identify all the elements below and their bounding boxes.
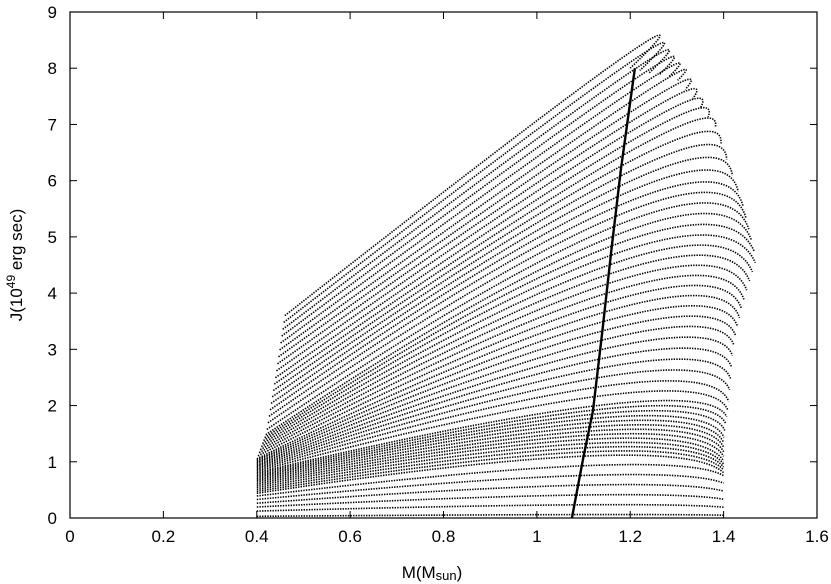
sequence-curve	[277, 87, 698, 365]
x-axis-title: M(Msun)	[402, 563, 463, 583]
y-axis-title-main: J(10	[7, 288, 26, 321]
x-tick-label: 0.8	[432, 527, 456, 546]
sequence-curve	[256, 493, 724, 508]
sequence-curve	[268, 181, 744, 417]
sequence-curve	[256, 347, 733, 467]
sequence-curve	[275, 97, 704, 372]
y-axis-title-rest: erg sec)	[7, 209, 26, 275]
y-tick-label: 5	[48, 228, 57, 247]
y-tick-label: 8	[48, 59, 57, 78]
x-tick-label: 1.2	[618, 527, 642, 546]
sequence-curve	[256, 483, 724, 504]
sequence-curve	[265, 212, 753, 436]
sequence-curve	[284, 34, 661, 317]
sequence-curve	[256, 325, 735, 464]
y-tick-label: 7	[48, 115, 57, 134]
sequence-curve	[273, 117, 717, 385]
sequence-curve	[256, 369, 731, 469]
y-tick-label: 6	[48, 172, 57, 191]
series-line	[570, 68, 637, 519]
x-axis-title-close: )	[457, 563, 463, 582]
x-tick-label: 1.6	[805, 527, 829, 546]
sequence-curve	[270, 156, 734, 405]
x-tick-label: 1.4	[712, 527, 736, 546]
sequence-curve	[256, 404, 727, 475]
x-axis-title-main: M(M	[402, 563, 436, 582]
y-axis-title-sup: 49	[4, 275, 18, 289]
sequence-curve	[269, 169, 739, 411]
sequence-curve	[280, 62, 681, 344]
y-tick-label: 0	[48, 509, 57, 528]
sequence-curve	[256, 513, 724, 518]
curve-family	[256, 34, 757, 518]
y-tick-label: 3	[48, 340, 57, 359]
y-tick-labels: 0 1 2 3 4 5 6 7 8 9	[48, 3, 57, 528]
sequence-curve	[256, 315, 737, 463]
sequence-curve	[256, 428, 725, 483]
x-tick-label: 0.6	[338, 527, 362, 546]
y-tick-label: 2	[48, 397, 57, 416]
sequence-curve	[256, 432, 725, 485]
y-tick-label: 4	[48, 284, 57, 303]
sequence-curve	[272, 130, 722, 392]
sequence-curve	[266, 202, 750, 431]
y-axis-title: J(1049 erg sec)	[4, 209, 26, 322]
sequence-curve	[256, 336, 734, 465]
series-path	[570, 68, 637, 519]
sequence-curve	[256, 414, 725, 478]
sequence-curve	[274, 106, 710, 379]
sequence-curve	[256, 380, 730, 471]
x-tick-label: 1	[532, 527, 541, 546]
sequence-curve	[256, 441, 725, 489]
sequence-curve	[256, 437, 725, 487]
sequence-curve	[256, 390, 729, 472]
sequence-curve	[256, 503, 724, 512]
sequence-curve	[256, 473, 724, 501]
y-tick-label: 1	[48, 453, 57, 472]
x-tick-label: 0.2	[152, 527, 176, 546]
sequence-curve	[271, 143, 728, 398]
sequence-curve	[267, 191, 747, 424]
x-tick-label: 0	[65, 527, 74, 546]
y-tick-label: 9	[48, 3, 57, 22]
sequence-curve	[279, 68, 687, 351]
sequence-curve	[256, 294, 741, 460]
sequence-curve	[256, 463, 724, 497]
sequence-curve	[256, 423, 725, 482]
x-tick-labels: 0 0.2 0.4 0.6 0.8 1 1.2 1.4 1.6	[65, 527, 829, 546]
sequence-curve	[278, 78, 692, 358]
sequence-curve	[281, 55, 676, 337]
sequence-curve	[256, 358, 732, 468]
sequence-curve	[283, 41, 666, 324]
sequence-curve	[256, 419, 725, 480]
x-axis-title-sub: sun	[436, 568, 457, 583]
axis-ticks	[69, 11, 818, 519]
sequence-curve	[256, 399, 728, 474]
x-tick-label: 0.4	[245, 527, 269, 546]
sequence-curve	[282, 48, 671, 330]
